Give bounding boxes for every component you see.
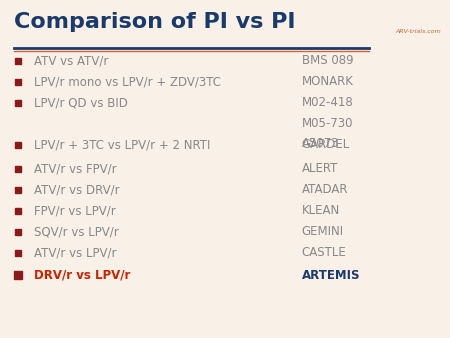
Text: ATV/r vs LPV/r: ATV/r vs LPV/r xyxy=(34,246,116,259)
Text: DRV/r vs LPV/r: DRV/r vs LPV/r xyxy=(34,269,130,282)
Text: CASTLE: CASTLE xyxy=(302,246,346,259)
Text: M02-418: M02-418 xyxy=(302,96,353,109)
Text: MONARK: MONARK xyxy=(302,75,353,88)
Text: GEMINI: GEMINI xyxy=(302,225,344,238)
Text: ATV/r vs FPV/r: ATV/r vs FPV/r xyxy=(34,163,117,175)
Text: BMS 089: BMS 089 xyxy=(302,54,353,67)
Text: ALERT: ALERT xyxy=(302,163,338,175)
Text: FPV/r vs LPV/r: FPV/r vs LPV/r xyxy=(34,204,116,217)
Text: ATV/r vs DRV/r: ATV/r vs DRV/r xyxy=(34,184,119,196)
Text: Comparison of PI vs PI: Comparison of PI vs PI xyxy=(14,12,295,32)
Text: GARDEL: GARDEL xyxy=(302,138,350,151)
Text: KLEAN: KLEAN xyxy=(302,204,340,217)
Text: ATV vs ATV/r: ATV vs ATV/r xyxy=(34,54,108,67)
Text: A5073: A5073 xyxy=(302,137,339,150)
Text: ARTEMIS: ARTEMIS xyxy=(302,269,360,282)
Text: LPV/r mono vs LPV/r + ZDV/3TC: LPV/r mono vs LPV/r + ZDV/3TC xyxy=(34,75,221,88)
Text: ATADAR: ATADAR xyxy=(302,184,348,196)
Text: LPV/r QD vs BID: LPV/r QD vs BID xyxy=(34,96,128,109)
Text: M05-730: M05-730 xyxy=(302,117,353,129)
Text: LPV/r + 3TC vs LPV/r + 2 NRTI: LPV/r + 3TC vs LPV/r + 2 NRTI xyxy=(34,138,210,151)
Text: ARV-trials.com: ARV-trials.com xyxy=(395,29,441,34)
Text: SQV/r vs LPV/r: SQV/r vs LPV/r xyxy=(34,225,118,238)
